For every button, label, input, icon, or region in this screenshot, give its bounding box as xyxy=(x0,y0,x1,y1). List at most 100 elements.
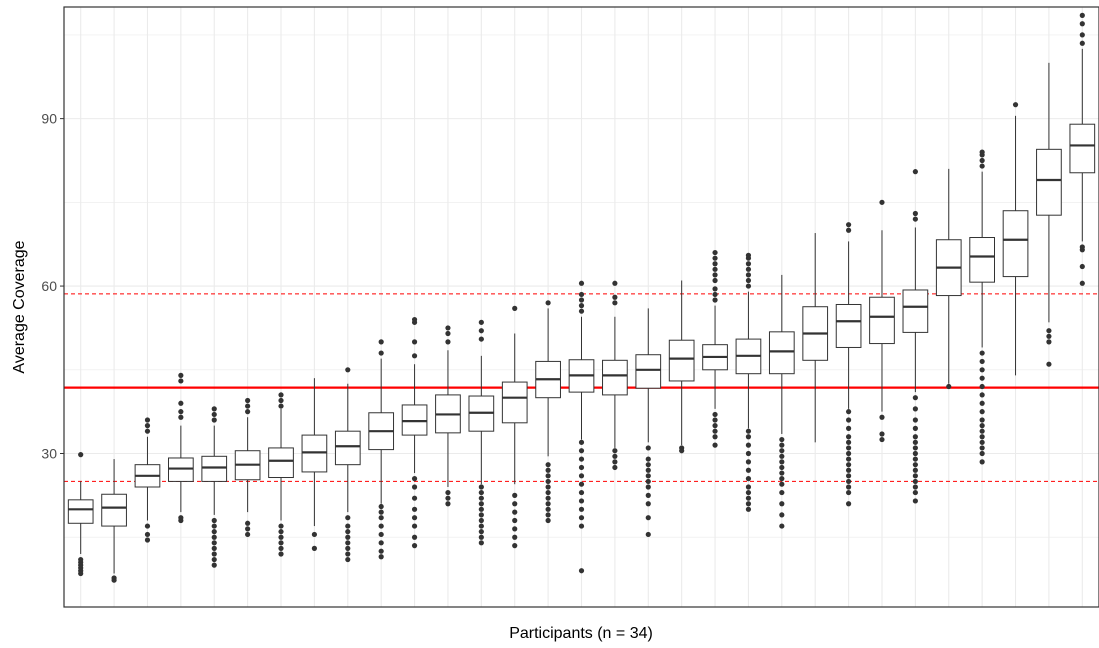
outlier-point xyxy=(645,531,651,538)
box-23 xyxy=(802,233,829,443)
outlier-point xyxy=(979,157,985,164)
outlier-point xyxy=(578,515,585,521)
outlier-point xyxy=(245,403,251,409)
outlier-point xyxy=(845,462,852,468)
outlier-point xyxy=(378,523,384,529)
outlier-point xyxy=(411,495,418,501)
box-iqr xyxy=(668,339,695,382)
outlier-point xyxy=(478,489,484,496)
outlier-point xyxy=(712,286,718,292)
outlier-point xyxy=(779,501,785,507)
outlier-point xyxy=(912,489,918,496)
outlier-point xyxy=(645,501,651,507)
box-13 xyxy=(468,319,495,546)
outlier-point xyxy=(478,506,484,512)
box-iqr xyxy=(835,303,862,348)
outlier-point xyxy=(178,372,184,378)
outlier-point xyxy=(745,450,752,457)
outlier-point xyxy=(245,526,251,532)
outlier-point xyxy=(278,397,284,404)
outlier-point xyxy=(1079,263,1085,270)
outlier-point xyxy=(745,428,752,434)
outlier-point xyxy=(712,266,718,272)
outlier-point xyxy=(512,534,518,540)
outlier-point xyxy=(845,222,852,228)
outlier-point xyxy=(478,540,484,546)
box-iqr xyxy=(635,354,662,389)
outlier-point xyxy=(378,554,384,560)
outlier-point xyxy=(845,484,852,490)
outlier-point xyxy=(645,515,651,521)
outlier-point xyxy=(645,462,651,468)
outlier-point xyxy=(612,294,618,300)
box-iqr xyxy=(1036,148,1062,216)
outlier-point xyxy=(979,383,985,390)
outlier-point xyxy=(144,523,151,529)
outlier-point xyxy=(879,414,885,420)
box-10 xyxy=(368,339,395,560)
outlier-point xyxy=(245,397,251,404)
x-axis-title: Participants (n = 34) xyxy=(509,625,653,642)
outlier-point xyxy=(245,520,251,526)
outlier-point xyxy=(545,462,551,468)
outlier-point xyxy=(979,459,985,465)
outlier-point xyxy=(912,467,918,473)
outlier-point xyxy=(545,517,551,524)
outlier-point xyxy=(478,534,484,540)
outlier-point xyxy=(845,478,852,485)
outlier-point xyxy=(445,339,451,345)
outlier-point xyxy=(378,503,384,510)
outlier-point xyxy=(411,484,418,490)
outlier-point xyxy=(845,417,852,423)
box-iqr xyxy=(1069,123,1096,174)
outlier-point xyxy=(578,498,585,504)
outlier-point xyxy=(912,450,918,457)
outlier-point xyxy=(712,255,718,261)
outlier-point xyxy=(1046,333,1052,339)
outlier-point xyxy=(512,543,518,549)
box-iqr xyxy=(1002,210,1029,278)
outlier-point xyxy=(745,442,752,448)
outlier-point xyxy=(879,436,885,443)
box-iqr xyxy=(969,237,995,283)
outlier-point xyxy=(912,406,918,412)
outlier-point xyxy=(912,445,918,451)
outlier-point xyxy=(845,450,852,457)
outlier-point xyxy=(111,575,117,581)
outlier-point xyxy=(745,467,752,473)
box-24 xyxy=(835,222,862,507)
box-15 xyxy=(535,300,561,524)
box-17 xyxy=(602,280,628,471)
outlier-point xyxy=(1046,361,1052,367)
outlier-point xyxy=(979,163,985,169)
outlier-point xyxy=(378,339,384,345)
outlier-point xyxy=(411,543,418,549)
outlier-point xyxy=(545,512,551,518)
outlier-point xyxy=(478,336,484,342)
outlier-point xyxy=(378,509,384,515)
outlier-point xyxy=(979,423,985,429)
box-iqr xyxy=(768,331,795,375)
box-29 xyxy=(1002,102,1029,376)
outlier-point xyxy=(946,383,952,390)
box-28 xyxy=(969,149,995,465)
outlier-point xyxy=(578,303,585,309)
outlier-point xyxy=(979,149,985,155)
box-22 xyxy=(768,274,795,529)
box-16 xyxy=(568,280,595,574)
outlier-point xyxy=(345,540,351,546)
outlier-point xyxy=(1012,102,1019,108)
outlier-point xyxy=(779,436,785,443)
outlier-point xyxy=(545,300,551,306)
outlier-point xyxy=(879,431,885,437)
outlier-point xyxy=(912,462,918,468)
outlier-point xyxy=(578,464,585,471)
box-iqr xyxy=(602,359,628,396)
outlier-point xyxy=(378,350,384,356)
outlier-point xyxy=(979,409,985,415)
outlier-point xyxy=(345,529,351,535)
outlier-point xyxy=(545,495,551,501)
outlier-point xyxy=(411,534,418,540)
outlier-point xyxy=(712,261,718,267)
